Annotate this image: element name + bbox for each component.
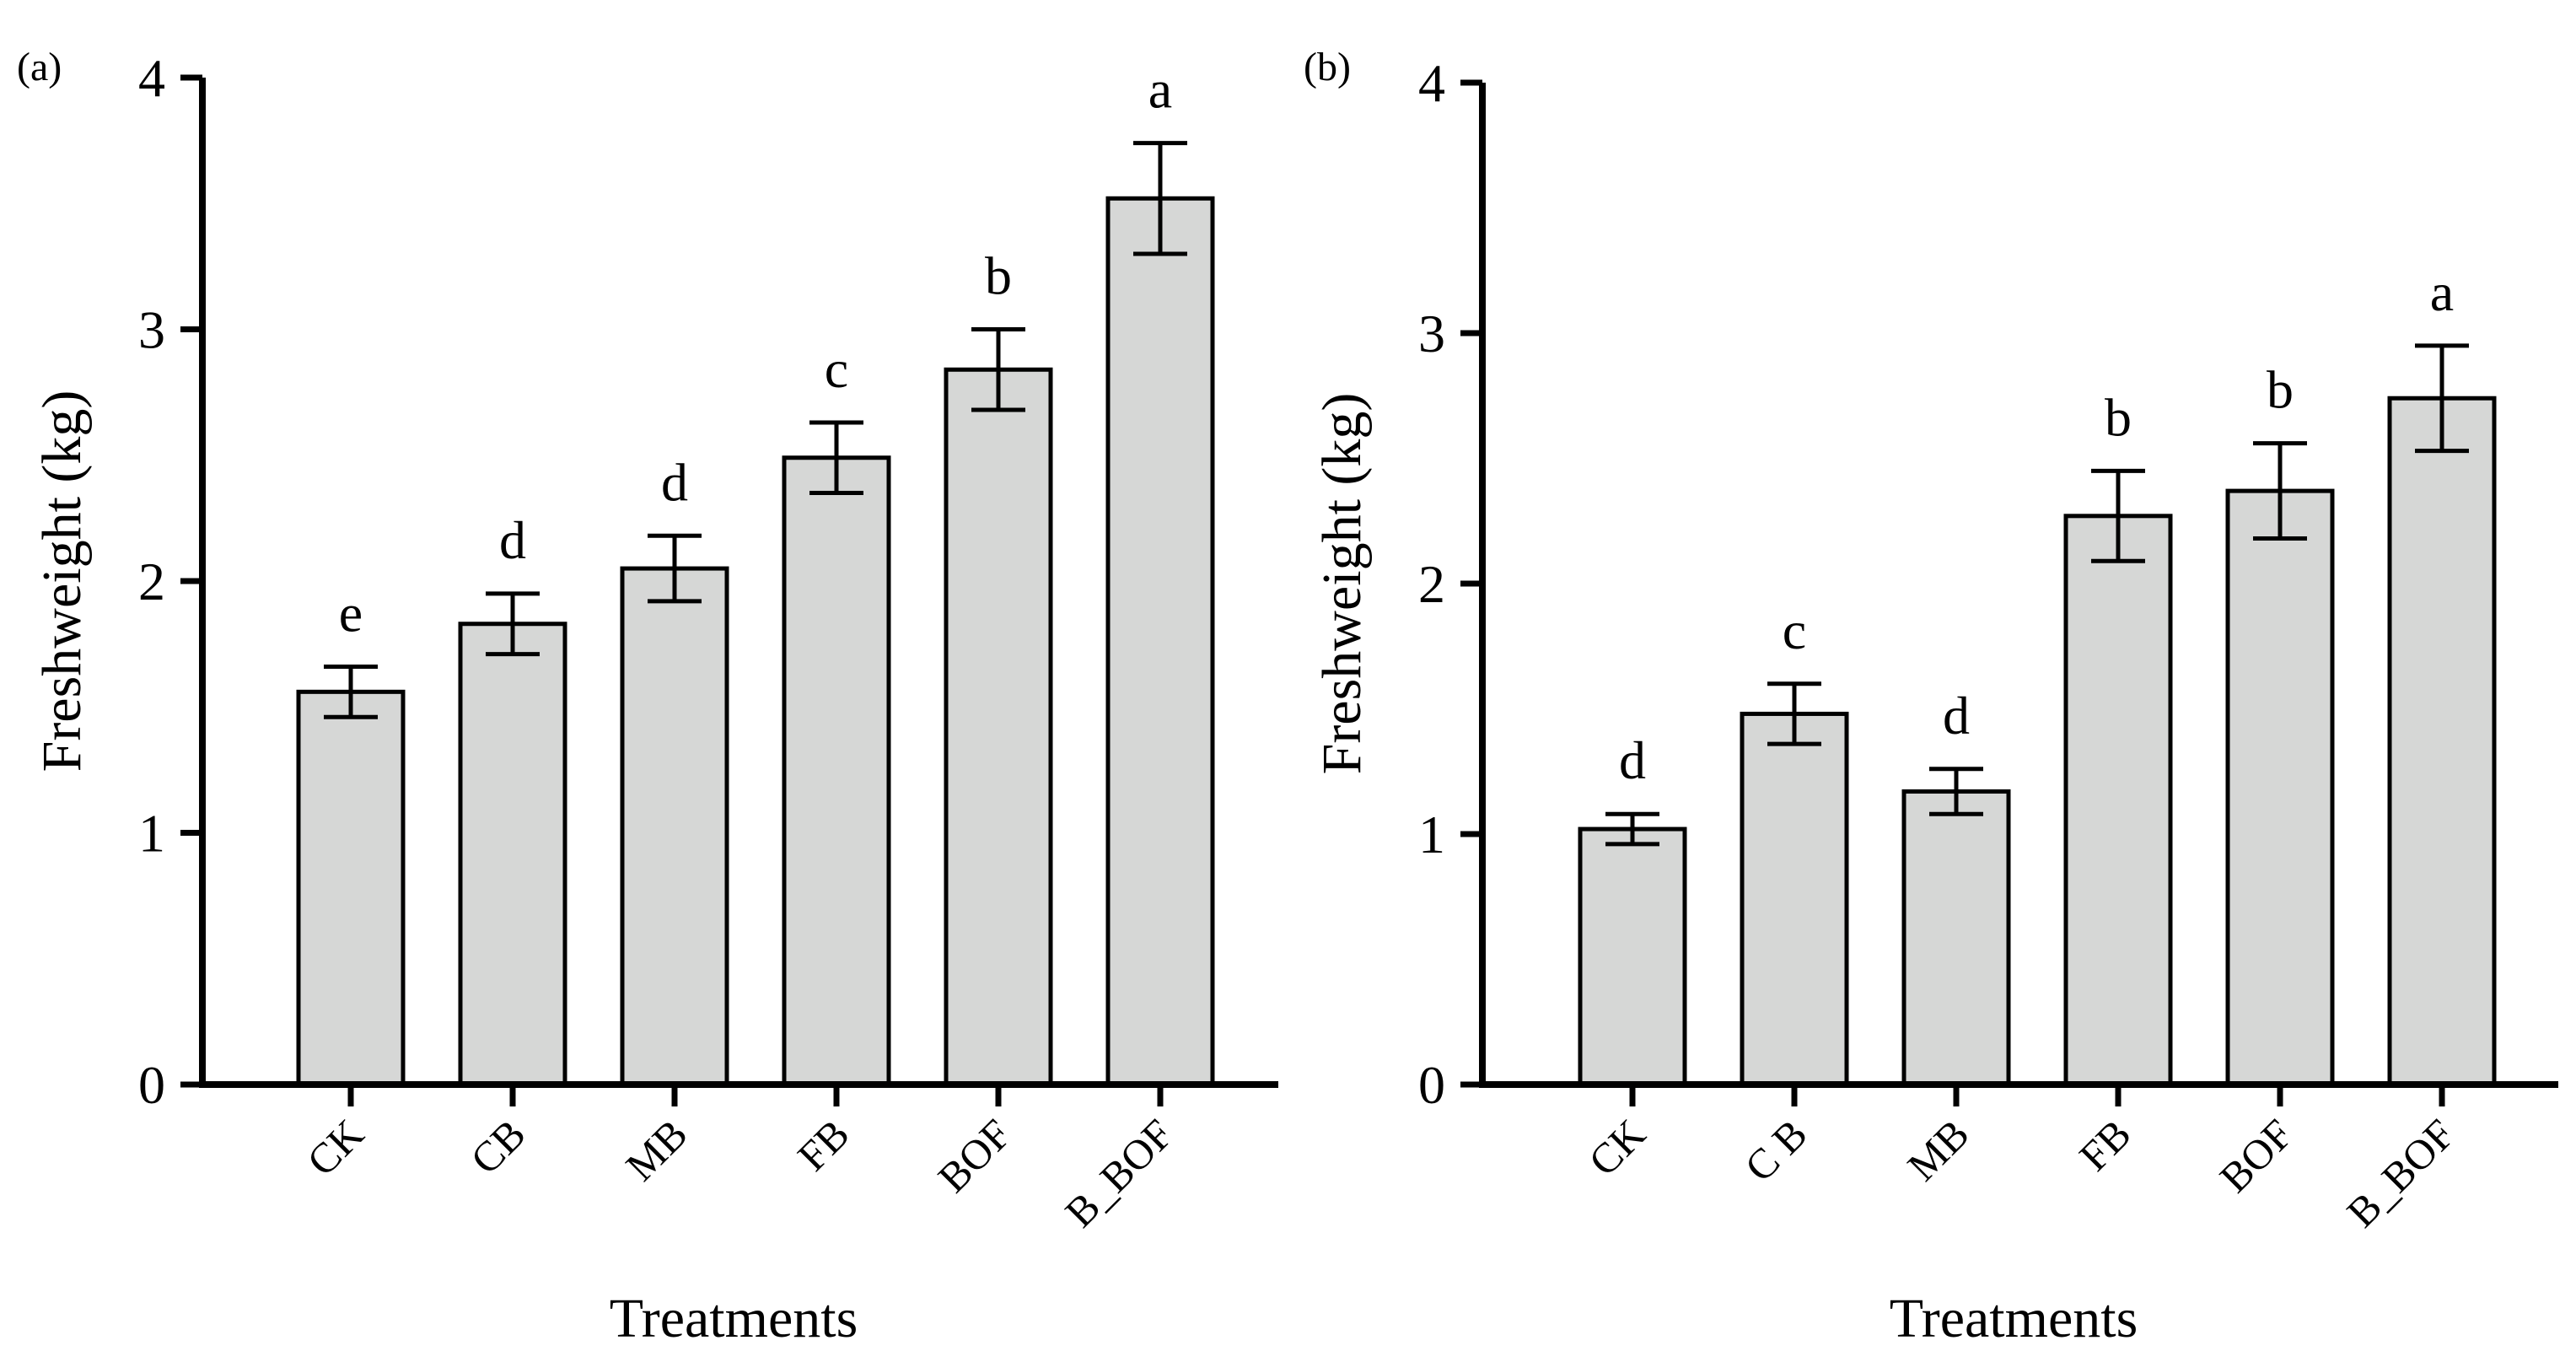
bar-mb (1901, 789, 2011, 1087)
bar-cb (458, 622, 567, 1087)
error-bar (1767, 681, 1821, 746)
chart-panel-b: (b) d CK c C B d MB b FB b BOF a B_BOF 0 1 2 3 4 Freshweig… (1304, 45, 2558, 1349)
significance-letter: a (2430, 262, 2454, 322)
significance-letter: b (2267, 360, 2294, 420)
significance-letter: a (1148, 60, 1172, 120)
x-axis-title: Treatments (1890, 1288, 2138, 1349)
error-bar (2253, 441, 2307, 541)
x-tick-label: MB (616, 1110, 696, 1190)
significance-letter: d (1619, 730, 1646, 790)
error-bar (809, 420, 863, 496)
x-tick-label: CB (461, 1110, 535, 1183)
y-tick-label: 4 (138, 48, 165, 108)
error-bar (1929, 767, 1983, 816)
error-bar (2415, 343, 2469, 454)
bar-b_bof (2387, 396, 2497, 1087)
bar-bof (944, 367, 1053, 1087)
bar-bof (2225, 488, 2335, 1087)
x-tick-label: BOF (2210, 1110, 2301, 1201)
y-tick-label: 2 (1418, 554, 1445, 614)
y-tick-label: 4 (1418, 53, 1445, 113)
x-axis-title: Treatments (610, 1288, 858, 1349)
significance-letter: c (1783, 600, 1806, 660)
y-axis-title: Freshweight (kg) (1311, 393, 1373, 775)
bar-fb (782, 455, 891, 1087)
bar-b_bof (1105, 196, 1215, 1087)
bar-cb (1740, 711, 1849, 1087)
y-tick-label: 0 (138, 1055, 165, 1115)
significance-letter: c (825, 339, 848, 399)
bar-ck (296, 689, 406, 1087)
significance-letter: d (1943, 686, 1970, 746)
y-tick-label: 1 (1418, 805, 1445, 864)
y-tick-label: 0 (1418, 1055, 1445, 1115)
panel-label: (a) (17, 45, 62, 89)
y-tick-label: 1 (138, 804, 165, 864)
x-tick-label: FB (788, 1110, 858, 1180)
error-bar (324, 664, 378, 719)
x-tick-label: FB (2070, 1110, 2140, 1180)
significance-letter: d (661, 452, 688, 512)
x-tick-label: CK (1579, 1110, 1654, 1185)
error-bar (486, 591, 540, 657)
x-tick-label: CK (298, 1110, 373, 1185)
x-tick-label: B_BOF (1056, 1110, 1182, 1236)
x-tick-label: MB (1898, 1110, 1978, 1190)
y-tick-label: 3 (138, 300, 165, 360)
bar-mb (620, 566, 729, 1087)
error-bar (971, 327, 1025, 412)
significance-letter: e (339, 583, 363, 643)
panel-label: (b) (1304, 45, 1351, 89)
x-tick-label: BOF (928, 1110, 1019, 1201)
significance-letter: b (2105, 387, 2132, 447)
bar-ck (1578, 826, 1687, 1087)
error-bar (648, 533, 702, 604)
error-bar (2091, 468, 2145, 563)
significance-letter: b (985, 246, 1012, 306)
error-bar (1605, 811, 1659, 847)
significance-letter: d (499, 510, 526, 570)
y-axis-title: Freshweight (kg) (31, 390, 93, 773)
bar-fb (2063, 514, 2173, 1087)
chart-panel-a: (a) e CK d CB d MB c FB b BOF a B_BOF 0 1 2 3 4 Freshweigh… (17, 45, 1278, 1349)
y-tick-label: 2 (138, 552, 165, 611)
error-bar (1133, 141, 1187, 256)
x-tick-label: C B (1735, 1110, 1816, 1191)
x-tick-label: B_BOF (2337, 1110, 2464, 1236)
y-tick-label: 3 (1418, 304, 1445, 363)
